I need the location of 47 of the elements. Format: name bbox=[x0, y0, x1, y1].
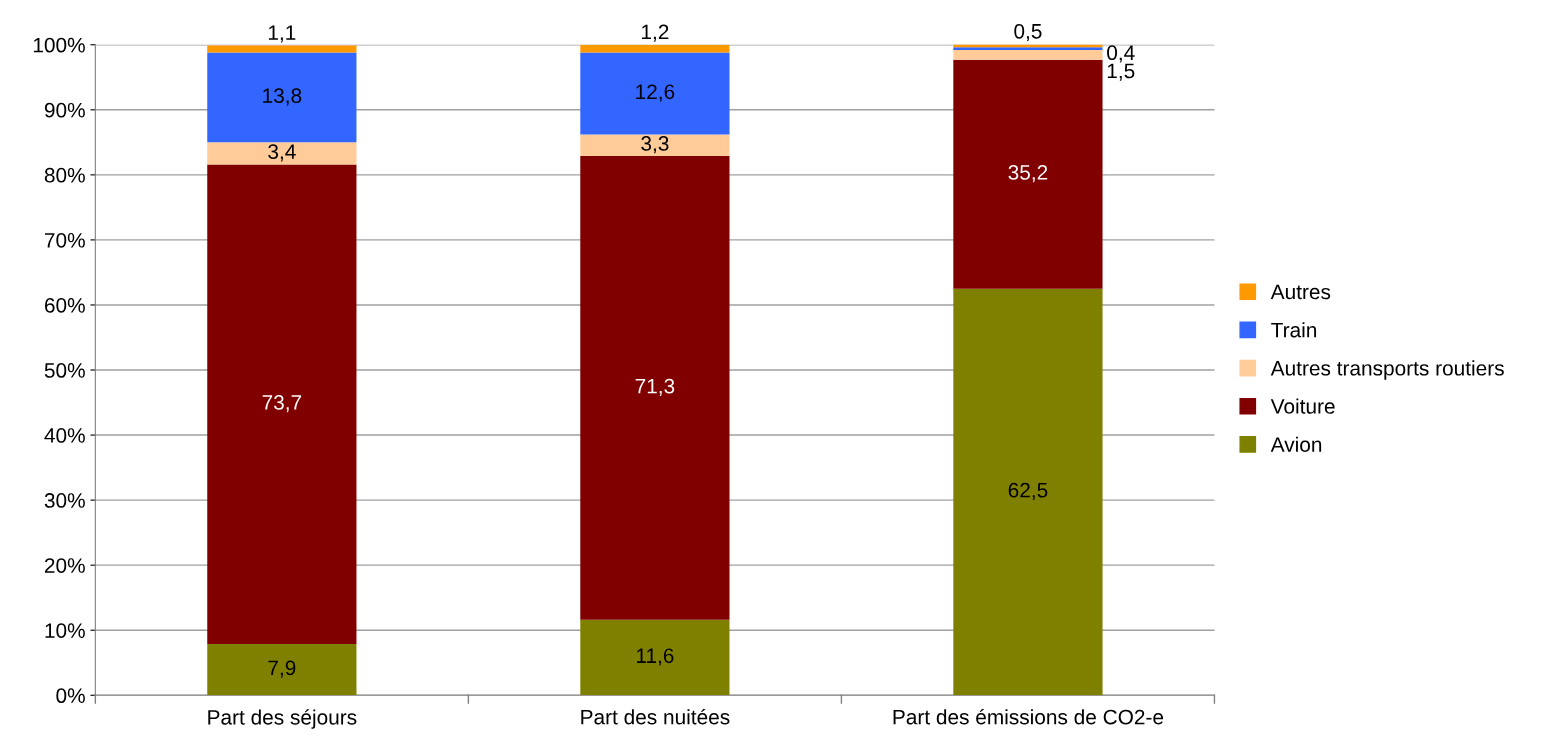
data-label: 1,2 bbox=[642, 24, 669, 42]
y-tick-label: 40% bbox=[44, 428, 85, 443]
bar bbox=[580, 134, 730, 156]
data-label: 35,2 bbox=[1008, 165, 1048, 183]
y-tick-label: 90% bbox=[44, 102, 85, 118]
legend-label: Autres transports routiers bbox=[1270, 360, 1504, 380]
data-label: 3,3 bbox=[641, 136, 669, 154]
bar bbox=[580, 52, 730, 135]
y-tick-label: 30% bbox=[44, 493, 85, 508]
data-label: 0,5 bbox=[1014, 23, 1042, 42]
data-label: 3,4 bbox=[268, 144, 296, 162]
data-label: 1,1 bbox=[268, 25, 296, 43]
bar bbox=[207, 164, 357, 644]
y-tick-label: 60% bbox=[44, 297, 85, 313]
y-tick-label: 10% bbox=[45, 623, 85, 638]
legend-label: Train bbox=[1271, 322, 1317, 338]
legend-label: Autres bbox=[1270, 284, 1331, 300]
bar bbox=[580, 44, 730, 53]
data-label: 12,6 bbox=[636, 84, 675, 102]
y-tick-label: 80% bbox=[44, 167, 85, 183]
bar bbox=[207, 45, 357, 53]
y-tick-label: 70% bbox=[44, 232, 85, 248]
bar bbox=[580, 156, 730, 620]
data-label: 62,5 bbox=[1008, 482, 1048, 501]
bar bbox=[953, 288, 1103, 696]
legend-label: Voiture bbox=[1270, 398, 1335, 414]
x-tick-label: Part des émissions de CO2-e bbox=[893, 708, 1164, 725]
x-tick-label: Part des nuitées bbox=[581, 708, 730, 725]
data-label: 1,5 bbox=[1107, 63, 1135, 81]
bar bbox=[207, 142, 357, 165]
y-tick-label: 20% bbox=[44, 558, 85, 573]
bar bbox=[580, 619, 730, 696]
y-tick-label: 100% bbox=[33, 37, 85, 53]
data-label: 13,8 bbox=[263, 88, 302, 106]
data-label: 73,7 bbox=[262, 395, 302, 413]
y-tick-label: 0% bbox=[56, 688, 85, 704]
data-label: 11,6 bbox=[636, 648, 674, 666]
legend-label: Avion bbox=[1270, 436, 1322, 452]
data-label: 0,4 bbox=[1107, 45, 1135, 63]
bar bbox=[207, 643, 357, 696]
bar bbox=[953, 49, 1103, 60]
data-label: 71,3 bbox=[635, 378, 675, 396]
bar bbox=[207, 52, 357, 143]
data-label: 7,9 bbox=[268, 660, 296, 678]
x-tick-label: Part des séjours bbox=[208, 709, 357, 729]
bar bbox=[953, 59, 1103, 289]
y-tick-label: 50% bbox=[44, 363, 85, 378]
